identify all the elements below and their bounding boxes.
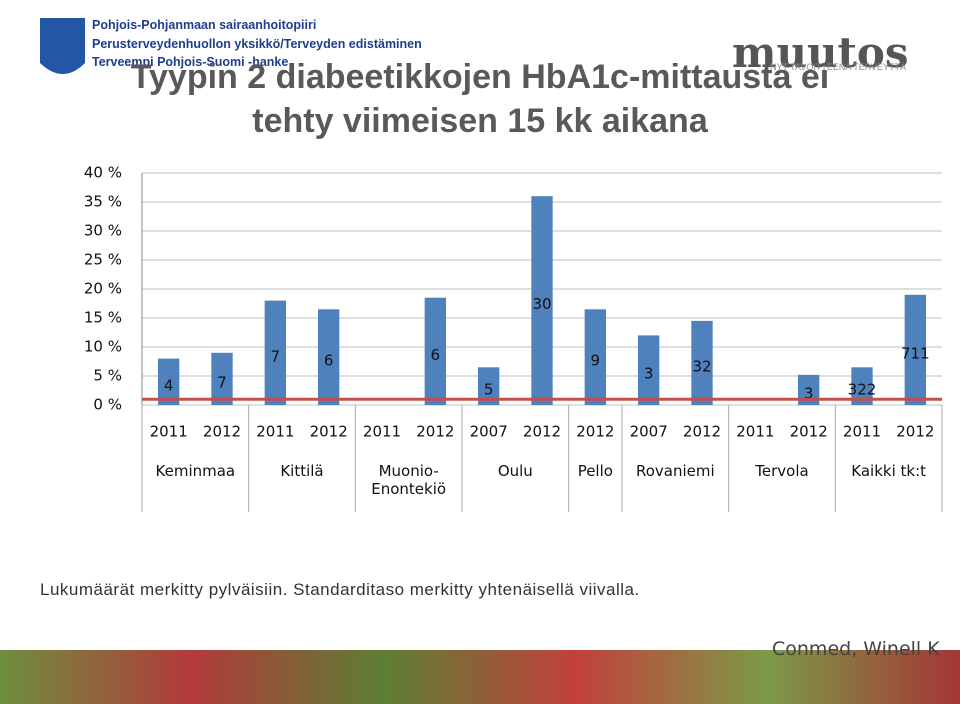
footnote: Lukumäärät merkitty pylväisiin. Standard… xyxy=(40,580,640,599)
logo: muutos xyxy=(732,28,909,77)
group-label: Keminmaa xyxy=(155,462,236,480)
org-line: Terveempi Pohjois-Suomi -hanke xyxy=(92,55,289,69)
x-tick-label: 2012 xyxy=(896,423,934,441)
x-tick-label: 2011 xyxy=(843,423,881,441)
y-tick-label: 10 % xyxy=(84,338,122,356)
x-tick-label: 2012 xyxy=(683,423,721,441)
org-line: Pohjois-Pohjanmaan sairaanhoitopiiri xyxy=(92,18,317,32)
bar xyxy=(478,367,500,405)
count-label: 4 xyxy=(164,376,174,394)
y-tick-label: 15 % xyxy=(84,309,122,327)
group-label: Tervola xyxy=(755,462,809,480)
crest xyxy=(40,18,85,74)
x-tick-label: 2012 xyxy=(203,423,241,441)
bar xyxy=(531,196,553,405)
group-label: Oulu xyxy=(497,462,533,480)
count-label: 7 xyxy=(217,373,227,391)
x-tick-label: 2012 xyxy=(310,423,348,441)
count-label: 9 xyxy=(591,352,601,370)
group-label: Kittilä xyxy=(280,462,324,480)
group-label: Kaikki tk:t xyxy=(851,462,927,480)
count-label: 7 xyxy=(271,347,281,365)
group-label: Rovaniemi xyxy=(635,462,715,480)
bar xyxy=(158,358,180,405)
y-tick-label: 5 % xyxy=(93,367,122,385)
y-tick-label: 25 % xyxy=(84,251,122,269)
count-label: 711 xyxy=(901,344,930,362)
chart-title: tehty viimeisen 15 kk aikana xyxy=(252,102,708,140)
bar xyxy=(691,320,713,405)
count-label: 3 xyxy=(644,365,654,383)
y-tick-label: 40 % xyxy=(84,164,122,182)
logo-tagline: NYT TAVOITTEENA TERVEYTTÄ xyxy=(770,62,907,72)
credit: Conmed, Winell K xyxy=(772,638,940,660)
bar xyxy=(424,297,446,405)
y-tick-label: 0 % xyxy=(93,396,122,414)
berry-image xyxy=(0,650,960,704)
x-tick-label: 2012 xyxy=(416,423,454,441)
x-tick-label: 2012 xyxy=(790,423,828,441)
bar xyxy=(798,374,820,405)
group-label: Muonio-Enontekiö xyxy=(371,462,447,498)
org-line: Perusterveydenhuollon yksikkö/Terveyden … xyxy=(92,37,422,51)
y-tick-label: 35 % xyxy=(84,193,122,211)
count-label: 32 xyxy=(692,357,711,375)
chart-title: Tyypin 2 diabeetikkojen HbA1c-mittausta … xyxy=(130,58,830,96)
x-tick-label: 2011 xyxy=(363,423,401,441)
y-tick-label: 20 % xyxy=(84,280,122,298)
x-tick-label: 2012 xyxy=(523,423,561,441)
count-label: 3 xyxy=(804,384,814,402)
count-label: 6 xyxy=(431,346,441,364)
count-label: 6 xyxy=(324,352,334,370)
group-label: Pello xyxy=(577,462,613,480)
x-tick-label: 2007 xyxy=(630,423,668,441)
bar xyxy=(211,352,233,405)
y-tick-label: 30 % xyxy=(84,222,122,240)
x-tick-label: 2012 xyxy=(576,423,614,441)
bar xyxy=(264,300,286,405)
x-tick-label: 2011 xyxy=(256,423,294,441)
count-label: 5 xyxy=(484,381,494,399)
bar xyxy=(638,335,660,405)
x-tick-label: 2007 xyxy=(470,423,508,441)
x-tick-label: 2011 xyxy=(736,423,774,441)
bar xyxy=(318,309,340,405)
bar xyxy=(584,309,606,405)
count-label: 322 xyxy=(848,381,877,399)
count-label: 30 xyxy=(532,295,551,313)
bar xyxy=(851,367,873,405)
bar xyxy=(904,294,926,405)
x-tick-label: 2011 xyxy=(150,423,188,441)
